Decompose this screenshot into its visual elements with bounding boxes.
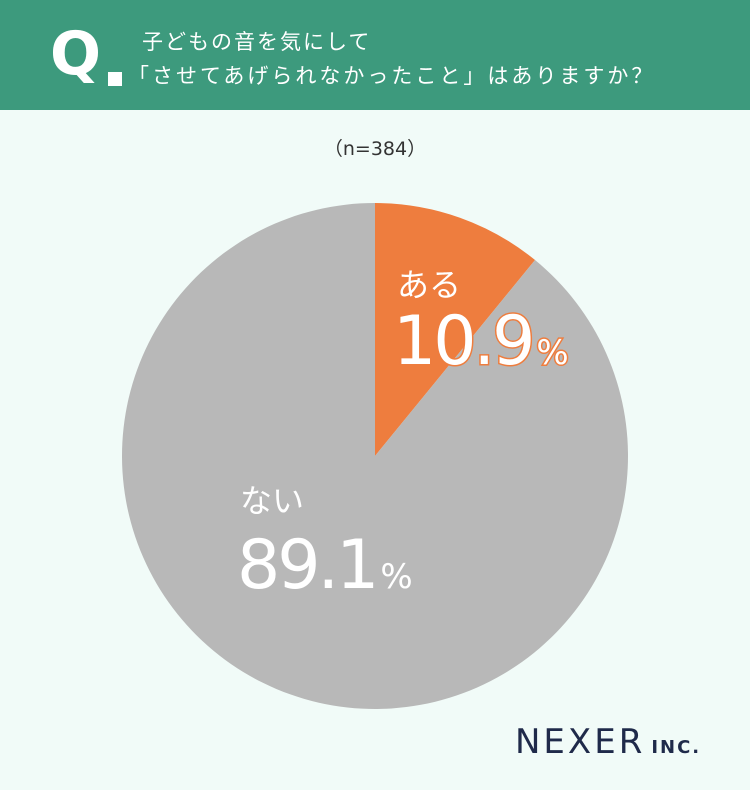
slice-category-label-0: ある xyxy=(397,266,461,304)
q-mark: Q xyxy=(50,19,102,89)
q-dot xyxy=(108,72,122,86)
slice-category-label-1: ない xyxy=(240,482,304,520)
slice-value-label-1: 89.1% xyxy=(237,526,413,605)
pie-slice-0 xyxy=(375,203,536,456)
question-header: Q 子どもの音を気にして 「させてあげられなかったこと」はありますか？ xyxy=(0,0,750,110)
logo-sub: INC. xyxy=(651,737,702,758)
sample-size-label: （n=384） xyxy=(323,138,427,160)
pie-slice-1 xyxy=(121,203,629,709)
question-line-2: 「させてあげられなかったこと」はありますか？ xyxy=(128,64,656,88)
slice-value-label-0: 10.9% xyxy=(393,302,569,381)
question-line-1: 子どもの音を気にして xyxy=(142,30,372,54)
logo-main: NEXER xyxy=(515,722,646,762)
nexer-logo: NEXER INC. xyxy=(515,722,701,762)
